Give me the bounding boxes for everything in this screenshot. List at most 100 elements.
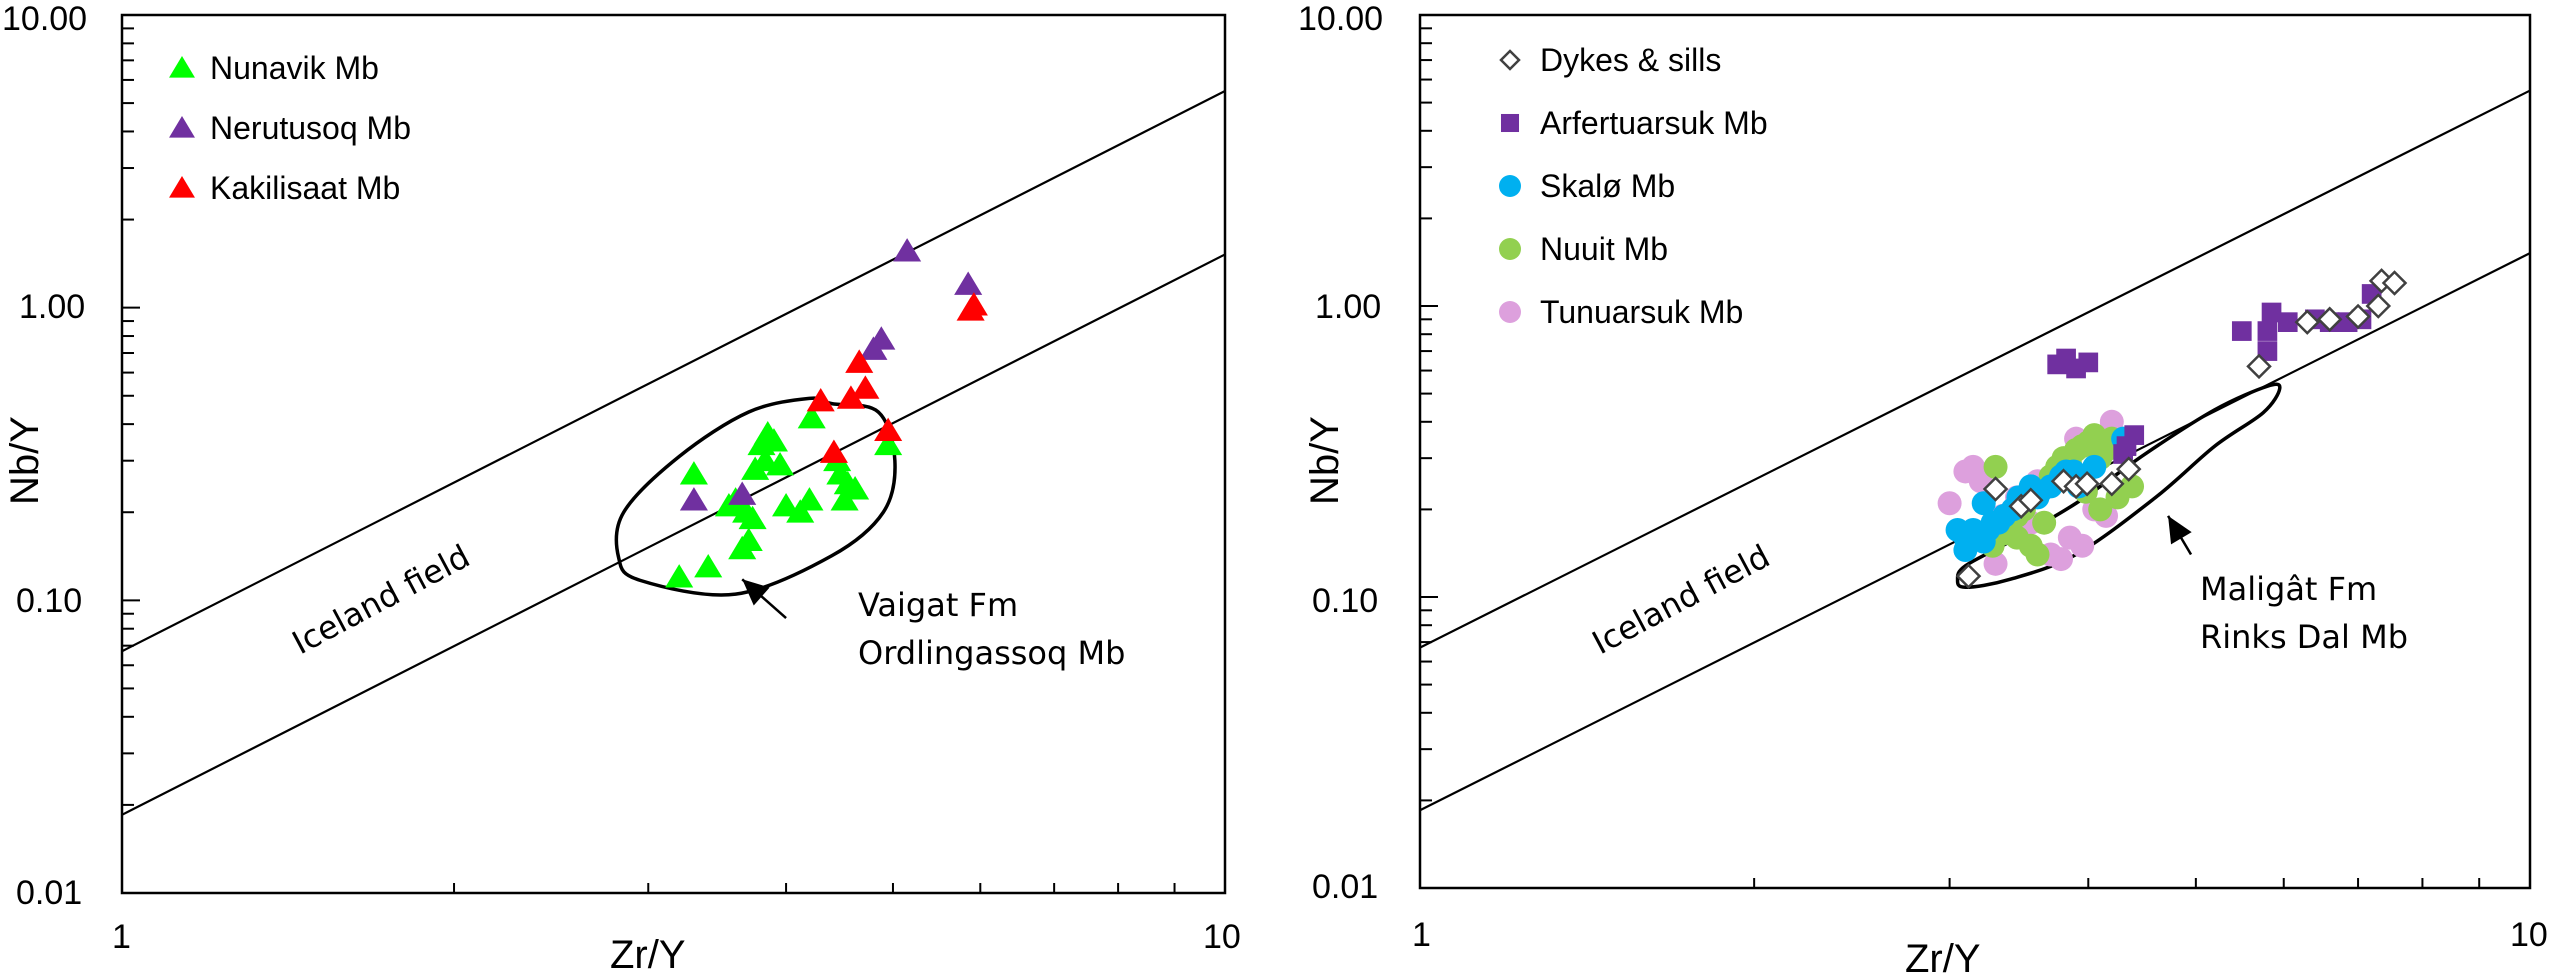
data-point xyxy=(1982,476,2009,502)
data-point xyxy=(819,439,848,463)
annotation-line-2: Rinks Dal Mb xyxy=(2200,618,2408,656)
iceland-upper-line xyxy=(121,90,1226,653)
legend: Dykes & sills Arfertuarsuk Mb Skalø Mb Nuui… xyxy=(1499,42,1768,330)
annotation-arrow xyxy=(2167,515,2193,556)
legend-item-kakilisaat-mb: Kakilisaat Mb xyxy=(169,170,400,206)
legend-marker-square-icon xyxy=(1500,113,1520,133)
data-point xyxy=(2277,312,2298,332)
legend-item-nunavik-mb: Nunavik Mb xyxy=(169,50,379,86)
data-point xyxy=(665,564,694,588)
legend-marker-triangle-icon xyxy=(169,56,195,78)
data-point xyxy=(2074,470,2100,497)
legend-label: Nunavik Mb xyxy=(210,50,379,86)
data-point xyxy=(728,535,757,560)
data-point xyxy=(2381,270,2408,296)
data-point xyxy=(2004,525,2029,550)
annotation-arrow xyxy=(741,578,787,619)
data-point xyxy=(679,461,708,485)
legend-label: Tunuarsuk Mb xyxy=(1540,294,1743,330)
data-point xyxy=(772,493,801,517)
series-dykes-sills xyxy=(1955,268,2408,589)
x-axis-title: Zr/Y xyxy=(1905,937,1981,976)
data-point xyxy=(2257,321,2278,341)
data-point xyxy=(1983,551,2008,576)
data-point xyxy=(954,271,983,295)
y-tick-label-1: 1.00 xyxy=(1315,288,1381,326)
y-tick-label-1: 1.00 xyxy=(19,288,85,326)
legend-marker-triangle-icon xyxy=(169,116,195,138)
data-point xyxy=(759,428,788,452)
data-point xyxy=(766,452,795,476)
iceland-lower-line xyxy=(121,253,1226,816)
annotation-line-2: Ordlingassoq Mb xyxy=(858,634,1125,672)
data-point xyxy=(2294,309,2321,335)
data-point xyxy=(845,349,874,373)
y-tick-label-0.01: 0.01 xyxy=(1312,868,1378,906)
legend-marker-triangle-icon xyxy=(169,176,195,198)
data-point xyxy=(874,417,903,442)
legend-label: Nuuit Mb xyxy=(1540,231,1668,267)
data-point xyxy=(1953,538,1978,563)
series-nerutusoq-mb xyxy=(679,238,983,511)
legend-item-dykes-sills: Dykes & sills xyxy=(1499,42,1721,78)
annotation-line-1: Vaigat Fm xyxy=(858,586,1018,624)
data-point xyxy=(738,505,767,530)
data-point xyxy=(728,481,757,505)
legend-label: Dykes & sills xyxy=(1540,42,1721,78)
y-minor-ticks xyxy=(1420,27,1438,889)
legend-item-skal-mb: Skalø Mb xyxy=(1499,168,1675,204)
legend-item-nerutusoq-mb: Nerutusoq Mb xyxy=(169,110,411,146)
data-point xyxy=(867,326,896,350)
data-point xyxy=(2316,306,2343,333)
data-point xyxy=(2025,542,2050,567)
data-point xyxy=(2115,456,2142,482)
data-point xyxy=(1955,563,1982,589)
plot-frame xyxy=(120,13,1227,895)
iceland-field-label: Iceland field xyxy=(1586,537,1776,662)
legend-label: Skalø Mb xyxy=(1540,168,1675,204)
legend-label: Kakilisaat Mb xyxy=(210,170,400,206)
left-panel: 10.00 1.00 0.10 0.01 1 10 Zr/Y Nb/Y Icel… xyxy=(2,0,1241,976)
legend: Nunavik Mb Nerutusoq Mb Kakilisaat Mb xyxy=(169,50,411,206)
x-tick-label-10: 10 xyxy=(2510,916,2548,954)
y-tick-label-0.1: 0.10 xyxy=(16,582,82,620)
data-point xyxy=(786,499,815,523)
data-point xyxy=(2120,474,2145,499)
data-point xyxy=(2257,341,2278,361)
legend-marker-circle-icon xyxy=(1499,238,1521,260)
data-point xyxy=(797,404,826,429)
data-points xyxy=(1937,268,2408,589)
data-point xyxy=(795,487,824,511)
arrow-head xyxy=(2168,515,2192,545)
right-panel: 10.00 1.00 0.10 0.01 1 10 Zr/Y Nb/Y Icel… xyxy=(1298,0,2548,976)
legend-item-tunuarsuk-mb: Tunuarsuk Mb xyxy=(1499,294,1743,330)
data-point xyxy=(2246,353,2272,380)
legend-marker-circle-icon xyxy=(1499,175,1521,197)
y-tick-label-10: 10.00 xyxy=(1298,0,1383,38)
y-tick-label-0.1: 0.10 xyxy=(1312,582,1378,620)
data-point xyxy=(679,487,708,511)
data-point xyxy=(2070,533,2095,558)
data-point xyxy=(2099,470,2125,497)
legend-item-nuuit-mb: Nuuit Mb xyxy=(1499,231,1668,267)
arrow-head xyxy=(742,579,770,606)
legend-item-arfertuarsuk-mb: Arfertuarsuk Mb xyxy=(1500,105,1768,141)
x-minor-ticks xyxy=(1753,878,2481,888)
x-tick-label-1: 1 xyxy=(112,918,131,956)
data-point xyxy=(851,375,880,399)
series-kakilisaat-mb xyxy=(806,292,988,463)
data-point xyxy=(836,385,865,409)
data-point xyxy=(694,553,723,578)
data-point xyxy=(2261,302,2282,323)
y-axis-title: Nb/Y xyxy=(3,416,47,505)
data-point xyxy=(1971,491,1996,516)
data-point xyxy=(806,387,835,412)
data-point xyxy=(2078,352,2099,373)
data-point xyxy=(893,238,922,262)
data-point xyxy=(2124,425,2145,445)
data-point xyxy=(2365,293,2392,319)
data-point xyxy=(956,297,985,321)
legend-marker-diamond-open-icon xyxy=(1499,49,1521,71)
x-tick-label-10: 10 xyxy=(1203,918,1241,956)
